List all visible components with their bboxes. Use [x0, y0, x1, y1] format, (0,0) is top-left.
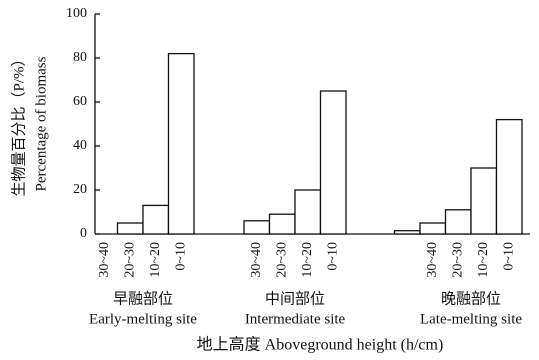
y-tick-label: 80	[73, 50, 87, 65]
y-tick-label: 60	[73, 94, 87, 109]
bar	[444, 209, 472, 235]
bar	[470, 167, 498, 235]
group-label-en: Intermediate site	[245, 311, 346, 327]
x-tick-label: 30~40	[97, 242, 112, 278]
group-label-en: Late-melting site	[420, 311, 522, 327]
bar	[419, 222, 447, 235]
bar	[243, 220, 271, 235]
x-tick-label: 20~30	[450, 242, 465, 278]
bar	[294, 189, 322, 235]
group-label: 中间部位	[265, 290, 325, 307]
y-tick-label: 0	[80, 226, 87, 241]
bar	[393, 230, 421, 235]
y-tick-label: 100	[66, 6, 87, 21]
bar	[319, 90, 347, 235]
bar	[268, 213, 296, 235]
bar	[167, 52, 195, 235]
x-tick-label: 10~20	[476, 242, 491, 278]
y-axis-label: 生物量百分比（P/%）	[10, 51, 27, 196]
y-tick-label: 40	[73, 138, 87, 153]
x-tick-label: 0~10	[501, 242, 516, 271]
x-tick-label: 10~20	[300, 242, 315, 278]
x-tick-label: 20~30	[274, 242, 289, 278]
y-tick-label: 20	[73, 182, 87, 197]
bar	[142, 204, 170, 235]
x-tick-label: 20~30	[122, 242, 137, 278]
group-label: 早融部位	[113, 290, 173, 307]
group-label: 晚融部位	[441, 290, 501, 307]
x-axis-label: 地上高度 Aboveground height (h/cm)	[197, 336, 444, 354]
bar	[116, 222, 144, 235]
x-tick-label: 0~10	[173, 242, 188, 271]
x-tick-label: 30~40	[425, 242, 440, 278]
x-tick-label: 10~20	[148, 242, 163, 278]
bar	[495, 118, 523, 235]
group-label-en: Early-melting site	[89, 311, 197, 327]
x-tick-label: 0~10	[325, 242, 340, 271]
x-tick-label: 30~40	[249, 242, 264, 278]
y-axis-label-en: Percentage of biomass	[33, 56, 49, 191]
